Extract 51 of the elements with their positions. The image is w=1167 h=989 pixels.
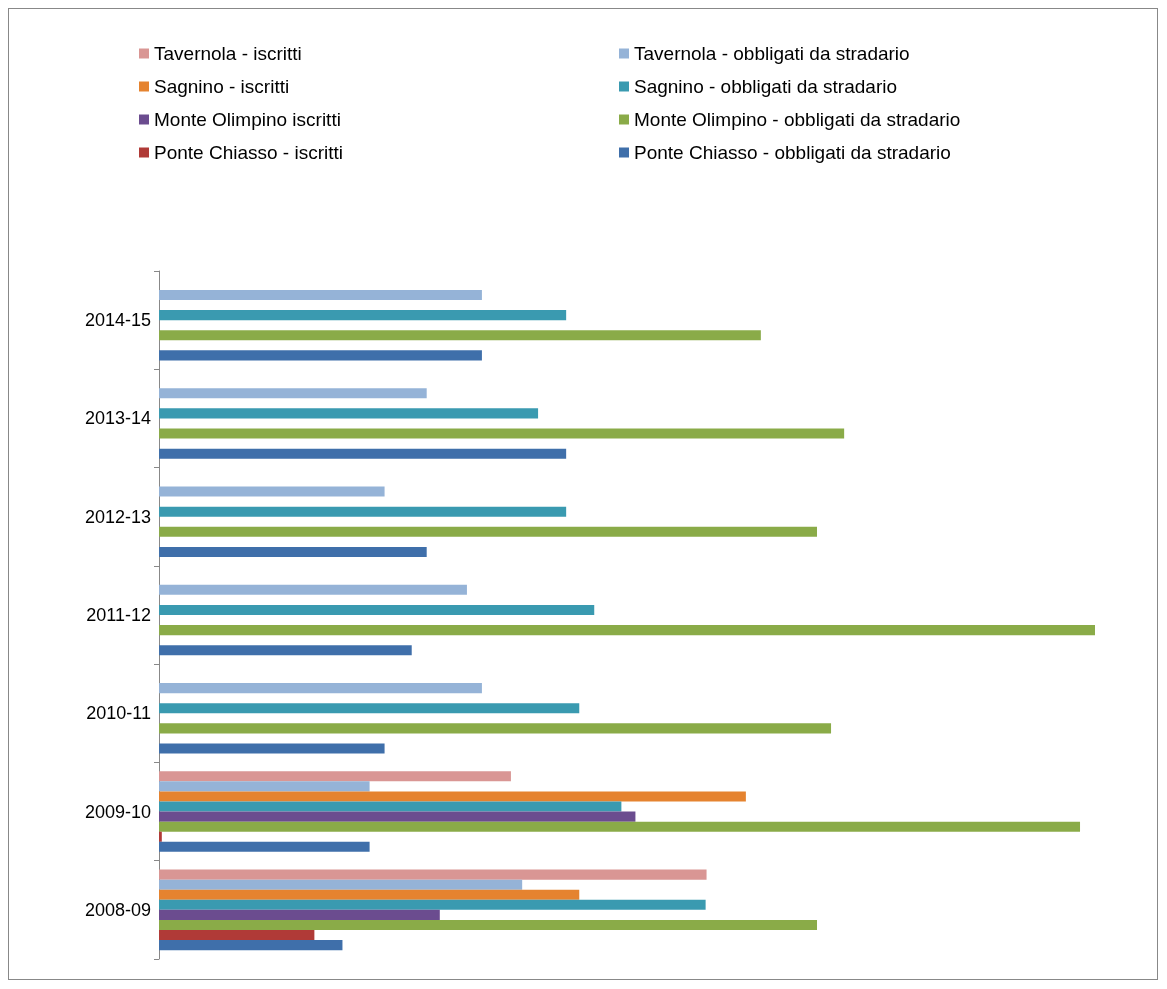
bar [159, 408, 539, 419]
bar [159, 930, 315, 941]
bar [159, 645, 412, 656]
y-tick-label: 2008-09 [84, 899, 151, 920]
y-tick-label: 2013-14 [84, 408, 151, 429]
bar [159, 584, 467, 595]
bar [159, 869, 707, 880]
bar [159, 811, 636, 822]
bar [159, 506, 567, 517]
y-tick-label: 2012-13 [84, 506, 151, 527]
legend-label: Monte Olimpino iscritti [154, 109, 341, 130]
bar [159, 781, 370, 792]
bar [159, 546, 427, 558]
bar [159, 909, 440, 920]
legend-label: Tavernola - iscritti [154, 43, 302, 64]
bar [159, 879, 523, 890]
legend-label: Sagnino - obbligati da stradario [634, 76, 898, 97]
bar [159, 526, 818, 537]
bar [159, 743, 385, 754]
bar [159, 723, 832, 734]
y-tick-label: 2009-10 [84, 801, 151, 822]
bar [159, 940, 343, 951]
bar [159, 841, 370, 852]
bar [159, 625, 1095, 636]
bar [159, 703, 580, 714]
bar [159, 330, 761, 341]
bar [159, 771, 511, 782]
bar [159, 801, 622, 812]
bar [159, 486, 385, 497]
y-tick-label: 2011-12 [86, 605, 151, 625]
bar [159, 428, 845, 439]
bar [159, 683, 482, 694]
bar [159, 289, 482, 300]
bar [159, 831, 162, 842]
bar [159, 821, 1081, 832]
bar [159, 889, 580, 900]
bar [159, 791, 746, 802]
legend-label: Ponte Chiasso - iscritti [154, 142, 344, 163]
bar [159, 310, 567, 321]
bar [159, 388, 427, 399]
bar [159, 919, 818, 931]
legend-label: Monte Olimpino - obbligati da stradario [634, 109, 961, 130]
legend-label: Ponte Chiasso - obbligati da stradario [634, 142, 951, 163]
bar [159, 899, 706, 910]
y-tick-label: 2010-11 [86, 703, 151, 724]
legend-label: Sagnino - iscritti [154, 76, 290, 97]
bar [159, 350, 482, 361]
y-tick-label: 2014-15 [84, 310, 151, 331]
bar [159, 448, 567, 459]
bar [159, 604, 595, 615]
legend-label: Tavernola - obbligati da stradario [634, 43, 910, 64]
